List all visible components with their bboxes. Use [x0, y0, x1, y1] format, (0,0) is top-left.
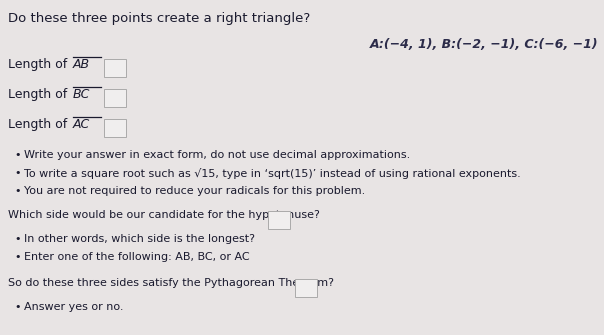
FancyBboxPatch shape: [104, 119, 126, 137]
Text: Answer yes or no.: Answer yes or no.: [24, 302, 123, 312]
FancyBboxPatch shape: [104, 89, 126, 107]
FancyBboxPatch shape: [268, 211, 290, 229]
Text: •: •: [14, 234, 21, 244]
Text: •: •: [14, 186, 21, 196]
Text: •: •: [14, 302, 21, 312]
Text: •: •: [14, 150, 21, 160]
Text: •: •: [14, 252, 21, 262]
Text: So do these three sides satisfy the Pythagorean Theorem?: So do these three sides satisfy the Pyth…: [8, 278, 334, 288]
Text: Write your answer in exact form, do not use decimal approximations.: Write your answer in exact form, do not …: [24, 150, 410, 160]
Text: To write a square root such as √15, type in ‘sqrt(15)’ instead of using rational: To write a square root such as √15, type…: [24, 168, 521, 179]
Text: AC: AC: [73, 118, 90, 131]
Text: Length of: Length of: [8, 88, 71, 101]
Text: You are not required to reduce your radicals for this problem.: You are not required to reduce your radi…: [24, 186, 365, 196]
Text: Length of: Length of: [8, 118, 71, 131]
Text: AB: AB: [73, 58, 90, 71]
Text: Do these three points create a right triangle?: Do these three points create a right tri…: [8, 12, 310, 25]
Text: Which side would be our candidate for the hypotenuse?: Which side would be our candidate for th…: [8, 210, 320, 220]
Text: Length of: Length of: [8, 58, 71, 71]
Text: •: •: [14, 168, 21, 178]
Text: In other words, which side is the longest?: In other words, which side is the longes…: [24, 234, 255, 244]
Text: Enter one of the following: AB, BC, or AC: Enter one of the following: AB, BC, or A…: [24, 252, 249, 262]
FancyBboxPatch shape: [295, 279, 317, 297]
Text: A:(−4, 1), B:(−2, −1), C:(−6, −1): A:(−4, 1), B:(−2, −1), C:(−6, −1): [370, 38, 598, 51]
FancyBboxPatch shape: [104, 59, 126, 77]
Text: BC: BC: [73, 88, 91, 101]
